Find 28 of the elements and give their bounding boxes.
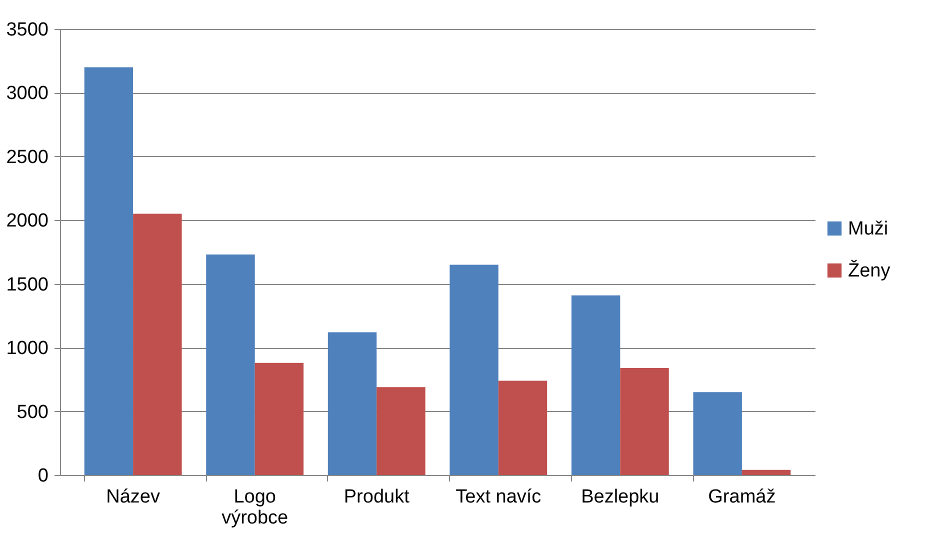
legend-label: Ženy	[848, 260, 891, 282]
bar	[742, 470, 791, 475]
y-tick-label: 3000	[6, 83, 48, 104]
bar	[498, 380, 548, 475]
y-tick-label: 1000	[6, 338, 48, 360]
x-tick-label: Gramáž	[708, 486, 776, 508]
y-tick-label: 2000	[6, 210, 48, 232]
x-tick-label: Produkt	[344, 486, 410, 508]
x-tick-label: Název	[106, 486, 160, 508]
y-tick-label: 1500	[6, 274, 48, 296]
bar	[571, 295, 620, 475]
y-tick-label: 0	[38, 466, 48, 486]
bar	[133, 214, 182, 475]
bar	[328, 332, 377, 475]
bar	[450, 264, 498, 475]
y-tick-label: 3500	[6, 20, 48, 40]
bar	[620, 368, 669, 475]
bar	[206, 254, 255, 475]
x-tick-label: Bezlepku	[581, 486, 660, 508]
bar	[693, 392, 742, 475]
x-tick-label: Text navíc	[456, 486, 542, 508]
bar	[84, 67, 134, 475]
y-tick-label: 2500	[6, 146, 48, 168]
legend-label: Muži	[848, 218, 888, 240]
x-tick-label: Logo výrobce	[222, 486, 288, 528]
bar	[376, 387, 426, 475]
bar	[254, 362, 304, 475]
y-tick-label: 500	[16, 402, 48, 423]
